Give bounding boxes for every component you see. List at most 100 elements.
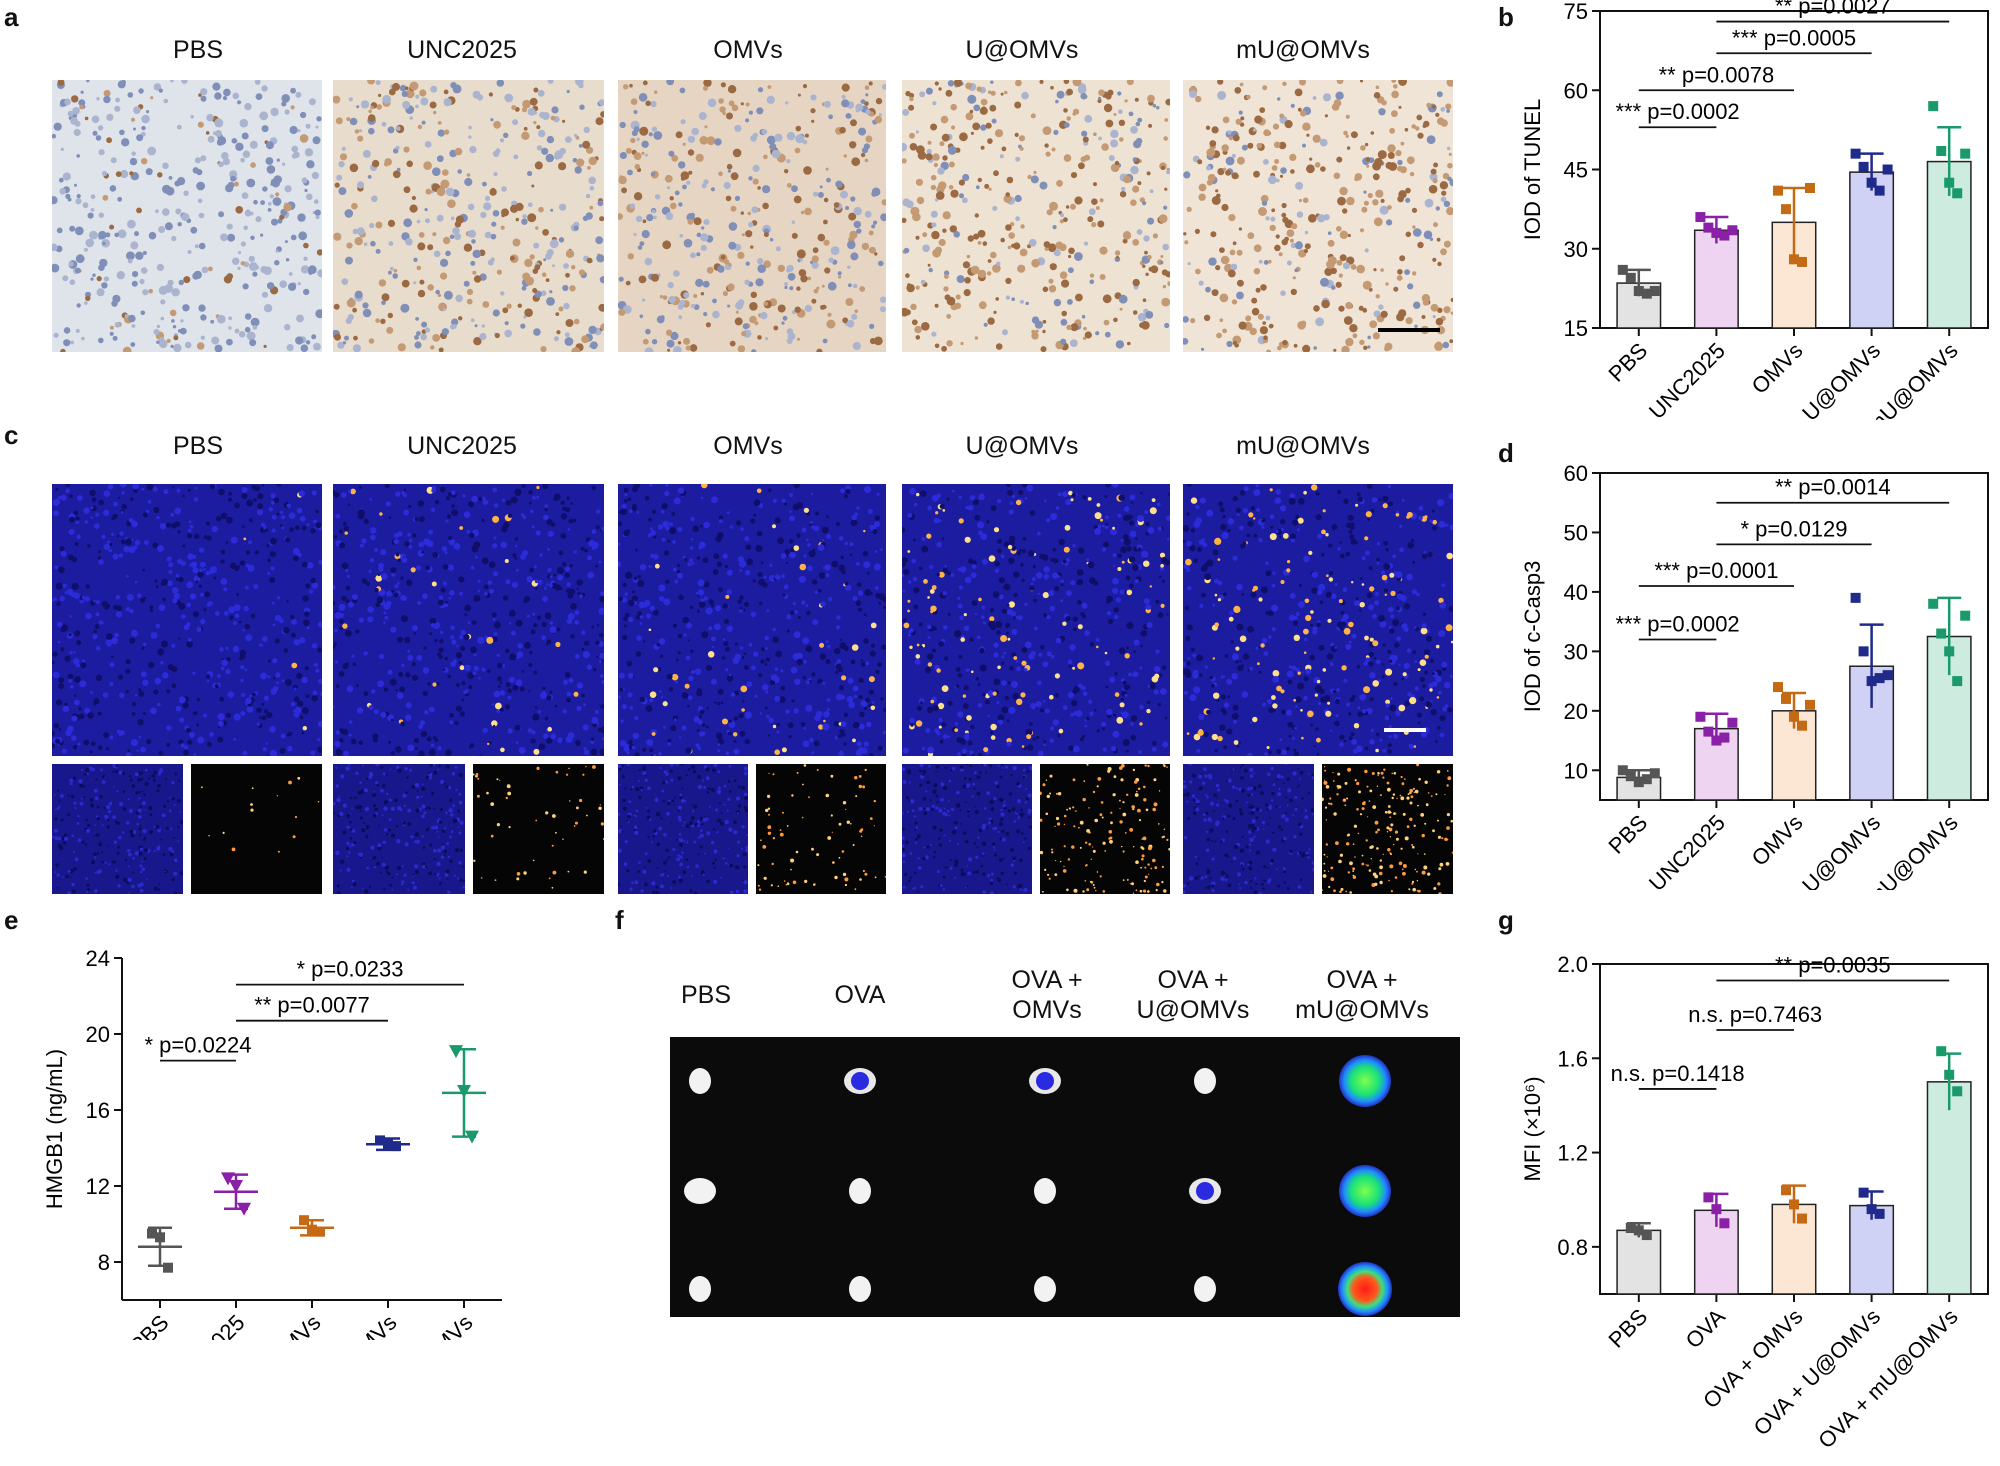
data-point (237, 1202, 251, 1216)
data-point (1928, 598, 1939, 609)
y-tick-label: 60 (1564, 78, 1588, 103)
imaging-spot (1034, 1276, 1056, 1302)
panel-f-header-line: OVA + (1326, 966, 1398, 994)
y-tick-label: 10 (1564, 758, 1588, 783)
imaging-spot (689, 1276, 711, 1302)
significance-label: *** p=0.0001 (1654, 558, 1778, 583)
data-point (1789, 711, 1799, 722)
data-point (1695, 212, 1706, 223)
panel-label-b: b (1498, 2, 1514, 32)
data-point (1625, 272, 1636, 283)
y-tick-label: 12 (86, 1174, 110, 1199)
fluor-dapi-image-2 (618, 764, 748, 894)
data-point (1727, 225, 1738, 236)
imaging-signal (1036, 1072, 1054, 1090)
y-axis-label: IOD of TUNEL (1520, 99, 1545, 240)
significance-label: * p=0.0129 (1740, 516, 1847, 541)
data-point (375, 1135, 385, 1146)
panel-f-header-3: OVA + U@OMVs (1137, 965, 1250, 1025)
y-tick-label: 20 (1564, 699, 1588, 724)
data-point (1797, 256, 1807, 267)
panel-a-header-0: PBS (172, 36, 224, 64)
panel-a-header-3: U@OMVs (965, 36, 1079, 64)
fluor-casp3-image-1 (473, 764, 604, 894)
fluor-casp3-image-4 (1322, 764, 1453, 894)
y-tick-label: 50 (1564, 520, 1588, 545)
data-point (229, 1180, 243, 1193)
data-point (1719, 230, 1730, 241)
data-point (1944, 1069, 1955, 1080)
panel-label-e: e (4, 905, 19, 935)
fluor-merge-image-4 (1183, 484, 1453, 756)
data-point (1641, 774, 1652, 785)
ihc-image-0 (52, 80, 322, 352)
x-tick-label: UNC2025 (1644, 338, 1730, 420)
data-point (1633, 1225, 1644, 1236)
data-point (1928, 101, 1939, 112)
significance-label: * p=0.0233 (296, 957, 403, 982)
x-tick-label: OMVs (265, 1310, 326, 1340)
data-point (1805, 182, 1815, 193)
y-tick-label: 30 (1564, 237, 1588, 262)
panel-label-c: c (4, 420, 19, 450)
fluor-casp3-image-0 (191, 764, 322, 894)
data-point (1797, 1213, 1807, 1224)
significance-label: ** p=0.0027 (1775, 0, 1891, 19)
data-point (315, 1226, 325, 1237)
data-point (1711, 227, 1722, 238)
data-point (1882, 164, 1893, 175)
data-point (1781, 204, 1791, 215)
significance-label: *** p=0.0002 (1616, 99, 1740, 124)
y-tick-label: 30 (1564, 639, 1588, 664)
bar (1926, 1081, 1972, 1295)
data-point (1625, 771, 1636, 782)
y-axis-label: HMGB1 (ng/mL) (42, 1049, 67, 1209)
x-tick-label: UNC2025 (164, 1310, 250, 1340)
ihc-image-4 (1183, 80, 1453, 352)
data-point (1960, 148, 1971, 159)
panel-c-header-0: PBS (172, 432, 224, 460)
data-point (1711, 1204, 1722, 1215)
data-point (1858, 646, 1869, 657)
significance-label: n.s. p=0.1418 (1611, 1061, 1745, 1086)
data-point (1866, 1204, 1877, 1215)
fluor-dapi-image-0 (52, 764, 183, 894)
panel-f-header-line: OVA + (1011, 966, 1083, 994)
panel-f-header-1: OVA (835, 980, 886, 1010)
y-axis-label: MFI (×10⁶) (1520, 1076, 1545, 1181)
imaging-spot (684, 1178, 716, 1204)
panel-f-header-line: PBS (680, 981, 732, 1009)
x-tick-label: OVA (1681, 1304, 1731, 1354)
data-point (1952, 676, 1963, 687)
significance-label: ** p=0.0078 (1659, 62, 1775, 87)
data-point (1866, 177, 1877, 188)
data-point (1727, 717, 1738, 728)
y-tick-label: 20 (86, 1022, 110, 1047)
x-tick-label: OVA + mU@OMVs (1813, 1304, 1962, 1453)
panel-a-header-4: mU@OMVs (1236, 36, 1370, 64)
imaging-spot (849, 1276, 871, 1302)
imaging-signal (1338, 1262, 1392, 1316)
x-tick-label: U@OMVs (314, 1310, 402, 1340)
significance-label: ** p=0.0014 (1775, 475, 1891, 500)
fluor-merge-image-3 (902, 484, 1170, 756)
significance-label: *** p=0.0002 (1616, 611, 1740, 636)
y-tick-label: 40 (1564, 580, 1588, 605)
x-tick-label: PBS (1604, 338, 1653, 387)
y-tick-label: 16 (86, 1098, 110, 1123)
imaging-spot (1194, 1276, 1216, 1302)
panel-c-header-3: U@OMVs (965, 432, 1079, 460)
y-tick-label: 2.0 (1557, 952, 1588, 977)
fluor-casp3-image-3 (1040, 764, 1170, 894)
data-point (1633, 286, 1644, 297)
data-point (1936, 1046, 1947, 1057)
imaging-spot (1194, 1068, 1216, 1094)
fluor-merge-image-1 (333, 484, 604, 756)
x-tick-label: U@OMVs (1797, 338, 1885, 420)
y-axis-label: IOD of c-Casp3 (1520, 561, 1545, 713)
data-point (1858, 161, 1869, 172)
bar (1849, 171, 1895, 329)
imaging-spot (689, 1068, 711, 1094)
